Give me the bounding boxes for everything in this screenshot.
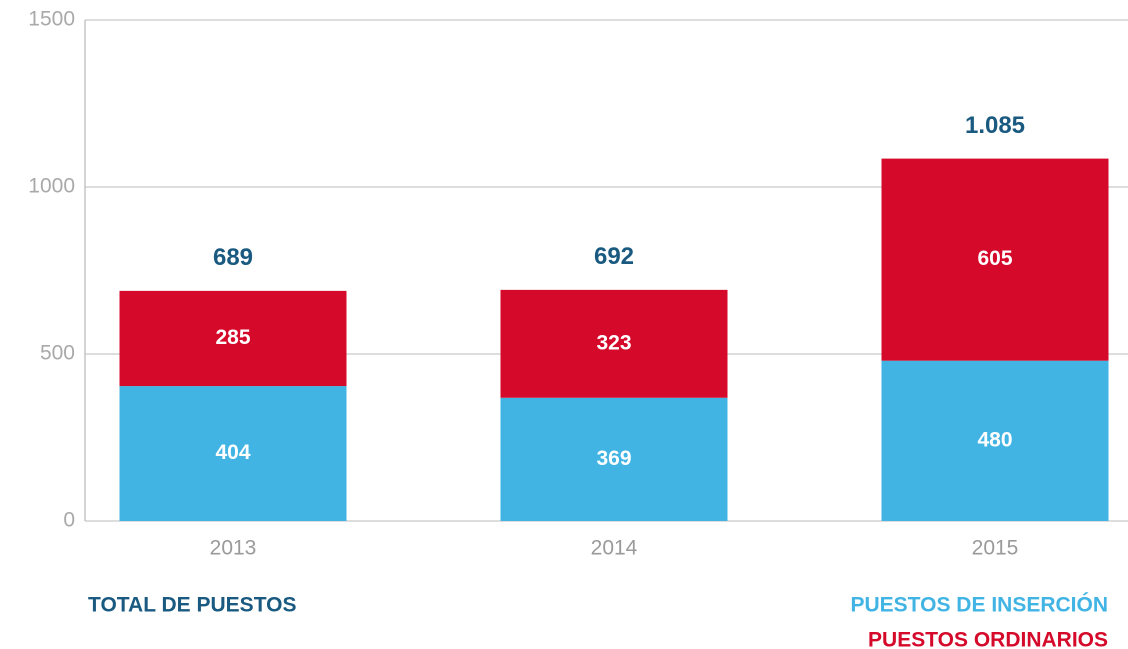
y-tick-label: 1500 <box>28 8 75 31</box>
bar-segment <box>500 289 728 398</box>
legend-entry: PUESTOS DE INSERCIÓN <box>851 593 1109 617</box>
segment-label: 285 <box>215 326 250 349</box>
legend-entry: PUESTOS ORDINARIOS <box>868 629 1108 649</box>
x-tick-label: 2014 <box>591 537 638 560</box>
total-label: 1.085 <box>965 112 1025 139</box>
segment-label: 369 <box>596 447 631 470</box>
legend-total: TOTAL DE PUESTOS <box>88 594 296 617</box>
total-label: 692 <box>594 243 634 270</box>
segment-label: 480 <box>977 428 1012 451</box>
bar-segment <box>500 397 728 521</box>
segment-label: 323 <box>596 331 631 354</box>
segment-label: 605 <box>977 247 1012 270</box>
total-label: 689 <box>213 244 253 271</box>
x-tick-label: 2015 <box>972 537 1019 560</box>
bar-segment <box>881 360 1109 521</box>
y-tick-label: 500 <box>40 342 75 365</box>
bar-segment <box>119 386 347 521</box>
y-tick-label: 1000 <box>28 175 75 198</box>
segment-label: 404 <box>215 441 250 464</box>
x-tick-label: 2013 <box>210 537 257 560</box>
bar-segment <box>881 158 1109 361</box>
y-tick-label: 0 <box>63 509 75 532</box>
bar-segment <box>119 290 347 387</box>
